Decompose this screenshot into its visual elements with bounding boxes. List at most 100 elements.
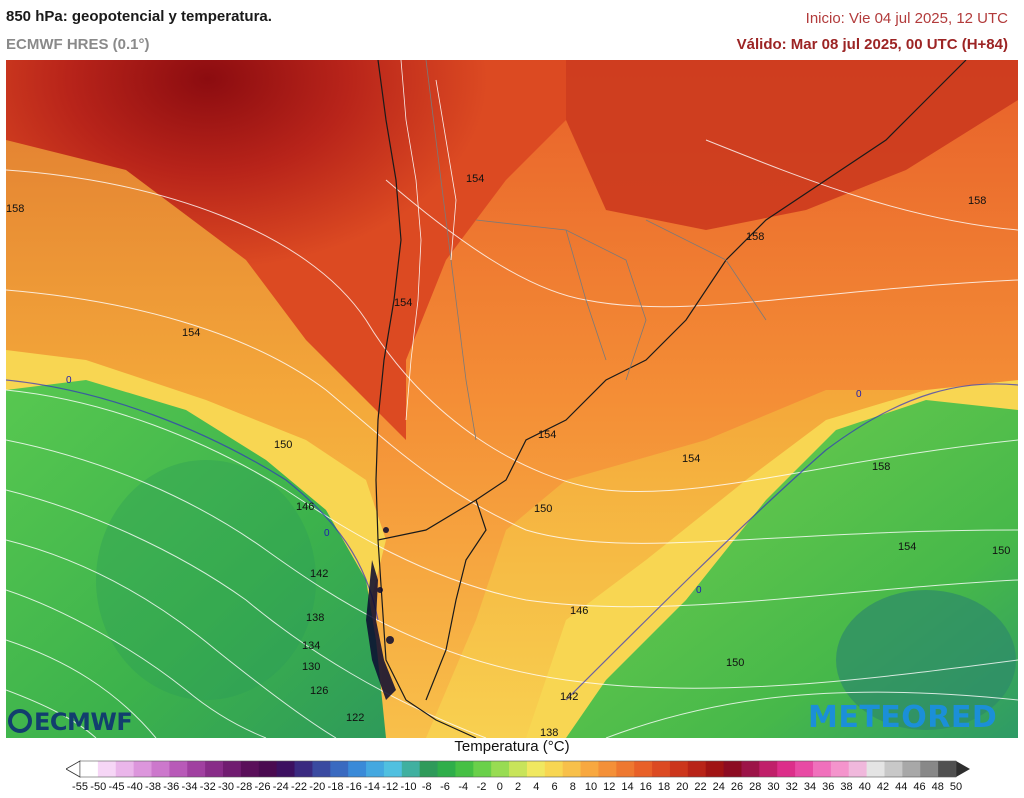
colorbar-bin — [920, 761, 939, 777]
colorbar-bin — [205, 761, 224, 777]
colorbar-tick-label: 24 — [712, 781, 725, 793]
colorbar-ticks: -55 -50 -45 -40 -38 -36 -34 -32 -30 -28 -26 -24 -22-… — [0, 781, 1024, 798]
isohypse-label: 146 — [296, 501, 314, 513]
colorbar-tick-label: -4 — [458, 781, 469, 793]
isohypse-label: 150 — [534, 503, 552, 515]
isohypse-labels: 154 158 158 158 154 154 150 154 154 146 … — [6, 173, 1010, 738]
colorbar-tick-label: -24 — [272, 781, 289, 793]
isohypse-label: 138 — [306, 612, 324, 624]
isohypse-label: 154 — [182, 327, 200, 339]
colorbar-bin — [473, 761, 492, 777]
isohypse-label: 158 — [872, 461, 890, 473]
freezing-label: 0 — [324, 528, 330, 539]
colorbar-tick-label: 4 — [533, 781, 540, 793]
colorbar-bin — [80, 761, 99, 777]
colorbar-tick-label: 10 — [584, 781, 598, 793]
colorbar-bin — [544, 761, 564, 777]
colorbar-bin — [366, 761, 385, 777]
colorbar-tick-label: 34 — [803, 781, 817, 793]
colorbar-bin — [419, 761, 439, 777]
colorbar-tick-label: 50 — [949, 781, 963, 793]
colorbar-bin — [616, 761, 635, 777]
colorbar-bin — [884, 761, 903, 777]
colorbar-bin — [723, 761, 742, 777]
colorbar-tick-label: -2 — [476, 781, 487, 793]
colorbar-tick-label: 18 — [657, 781, 671, 793]
colorbar-tick-label: 16 — [639, 781, 652, 793]
colorbar-tick-label: 20 — [676, 781, 689, 793]
colorbar-bin — [348, 761, 367, 777]
legend-title: Temperatura (°C) — [454, 738, 570, 755]
colorbar-bin — [866, 761, 885, 777]
colorbar-bin — [223, 761, 242, 777]
map-title: 850 hPa: geopotencial y temperatura. — [6, 8, 272, 25]
isohypse-label: 154 — [466, 173, 484, 185]
colorbar-tick-label: 46 — [913, 781, 926, 793]
colorbar-tick-label: -38 — [145, 781, 161, 793]
isohypse-label: 130 — [302, 661, 320, 673]
colorbar-bin — [526, 761, 546, 777]
colorbar-bin — [938, 761, 957, 777]
colorbar-bin — [830, 761, 850, 777]
isohypse-label: 158 — [746, 231, 764, 243]
colorbar-tick-label: -36 — [163, 781, 180, 793]
colorbar-bin — [652, 761, 671, 777]
colorbar-bin — [187, 761, 206, 777]
colorbar-bin — [777, 761, 796, 777]
colorbar-bin — [276, 761, 296, 777]
isohypse-label: 158 — [968, 195, 986, 207]
colorbar-tick-label: 28 — [749, 781, 762, 793]
colorbar-tick-label: -30 — [218, 781, 234, 793]
colorbar-tick-label: -22 — [291, 781, 307, 793]
colorbar-bin — [294, 761, 313, 777]
colorbar-tick-label: -55 — [72, 781, 88, 793]
colorbar-bin — [115, 761, 135, 777]
isohypse-label: 154 — [538, 429, 556, 441]
colorbar-tick-label: -45 — [108, 781, 125, 793]
colorbar-tick-label: 14 — [621, 781, 634, 793]
colorbar-tick-label: -34 — [181, 781, 198, 793]
colorbar-tick-label: 42 — [876, 781, 890, 793]
colorbar-tick-label: -28 — [236, 781, 253, 793]
colorbar-min-arrow — [66, 760, 81, 778]
colorbar-bin — [687, 761, 707, 777]
freezing-label: 0 — [696, 585, 702, 596]
isohypse-label: 154 — [682, 453, 700, 465]
colorbar-tick-label: 32 — [785, 781, 798, 793]
colorbar-tick-label: -16 — [345, 781, 362, 793]
colorbar-tick-label: -32 — [199, 781, 216, 793]
colorbar-bin — [169, 761, 188, 777]
colorbar-tick-label: 26 — [730, 781, 744, 793]
colorbar-bin — [795, 761, 814, 777]
colorbar-tick-label: 22 — [694, 781, 707, 793]
colorbar-tick-label: 12 — [603, 781, 616, 793]
isohypse-label: 150 — [274, 439, 292, 451]
colorbar-tick-label: -8 — [421, 781, 432, 793]
colorbar-tick-label: 40 — [858, 781, 871, 793]
temperature-map[interactable]: 154 158 158 158 154 154 150 154 154 146 … — [6, 60, 1018, 738]
isohypse-label: 154 — [898, 541, 916, 553]
colorbar-bin — [240, 761, 260, 777]
colorbar-tick-label: 8 — [569, 781, 576, 793]
colorbar-tick-label: -12 — [382, 781, 399, 793]
colorbar-bin — [455, 761, 474, 777]
colorbar-bin — [491, 761, 510, 777]
meteored-logo: METEORED — [808, 700, 998, 735]
colorbar-tick-label: -14 — [364, 781, 380, 793]
temperature-colorbar — [66, 760, 970, 778]
colorbar-bin — [669, 761, 689, 777]
isohypse-label: 126 — [310, 685, 328, 697]
colorbar-bin — [902, 761, 921, 777]
colorbar-tick-label: -40 — [126, 781, 143, 793]
colorbar-tick-label: -6 — [440, 781, 450, 793]
colorbar-tick-label: 30 — [767, 781, 780, 793]
isohypse-label: 154 — [394, 297, 412, 309]
colorbar-bin — [97, 761, 117, 777]
colorbar-bin — [759, 761, 778, 777]
colorbar-bin — [437, 761, 456, 777]
isohypse-label: 158 — [6, 203, 24, 215]
isohypse-label: 138 — [540, 727, 558, 738]
colorbar-bin — [580, 761, 599, 777]
colorbar-tick-label: 44 — [895, 781, 908, 793]
colorbar-tick-label: -18 — [327, 781, 344, 793]
